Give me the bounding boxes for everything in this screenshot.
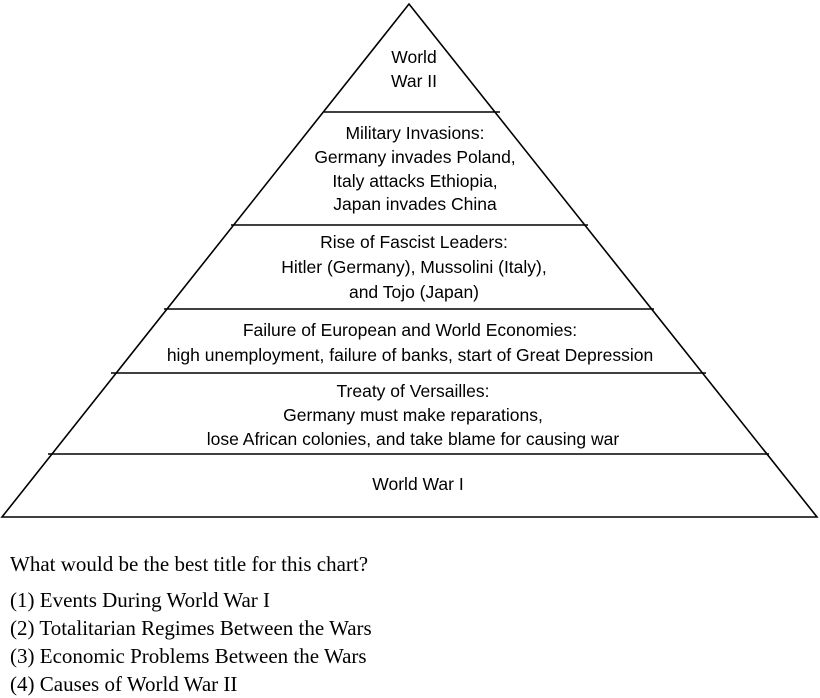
pyramid-outline — [0, 2, 819, 518]
answer-option-4[interactable]: (4) Causes of World War II — [10, 672, 238, 696]
level-4-line-2: high unemployment, failure of banks, sta… — [167, 345, 653, 365]
level-5-line-1: Treaty of Versailles: — [336, 381, 489, 401]
level-1-line-2: War II — [391, 71, 437, 91]
level-1-line-1: World — [391, 47, 436, 67]
answer-option-3[interactable]: (3) Economic Problems Between the Wars — [10, 644, 367, 668]
level-3-line-3: and Tojo (Japan) — [349, 282, 479, 302]
answer-option-1[interactable]: (1) Events During World War I — [10, 588, 271, 612]
level-2-line-1: Military Invasions: — [345, 123, 484, 143]
question-prompt: What would be the best title for this ch… — [10, 552, 369, 576]
level-6-line-1: World War I — [372, 474, 463, 494]
level-3-line-1: Rise of Fascist Leaders: — [320, 232, 508, 252]
level-5-line-2: Germany must make reparations, — [283, 405, 543, 425]
level-2-line-4: Japan invades China — [333, 194, 497, 214]
level-4-line-1: Failure of European and World Economies: — [243, 320, 577, 340]
answer-option-2[interactable]: (2) Totalitarian Regimes Between the War… — [10, 616, 372, 640]
pyramid-diagram: World War II Military Invasions: Germany… — [0, 2, 819, 518]
level-2-line-3: Italy attacks Ethiopia, — [332, 171, 497, 191]
question-block: What would be the best title for this ch… — [10, 551, 372, 698]
level-2-line-2: Germany invades Poland, — [314, 147, 515, 167]
answer-options: (1) Events During World War I (2) Totali… — [10, 586, 372, 698]
level-5-line-3: lose African colonies, and take blame fo… — [207, 429, 620, 449]
level-3-line-2: Hitler (Germany), Mussolini (Italy), — [281, 257, 546, 277]
